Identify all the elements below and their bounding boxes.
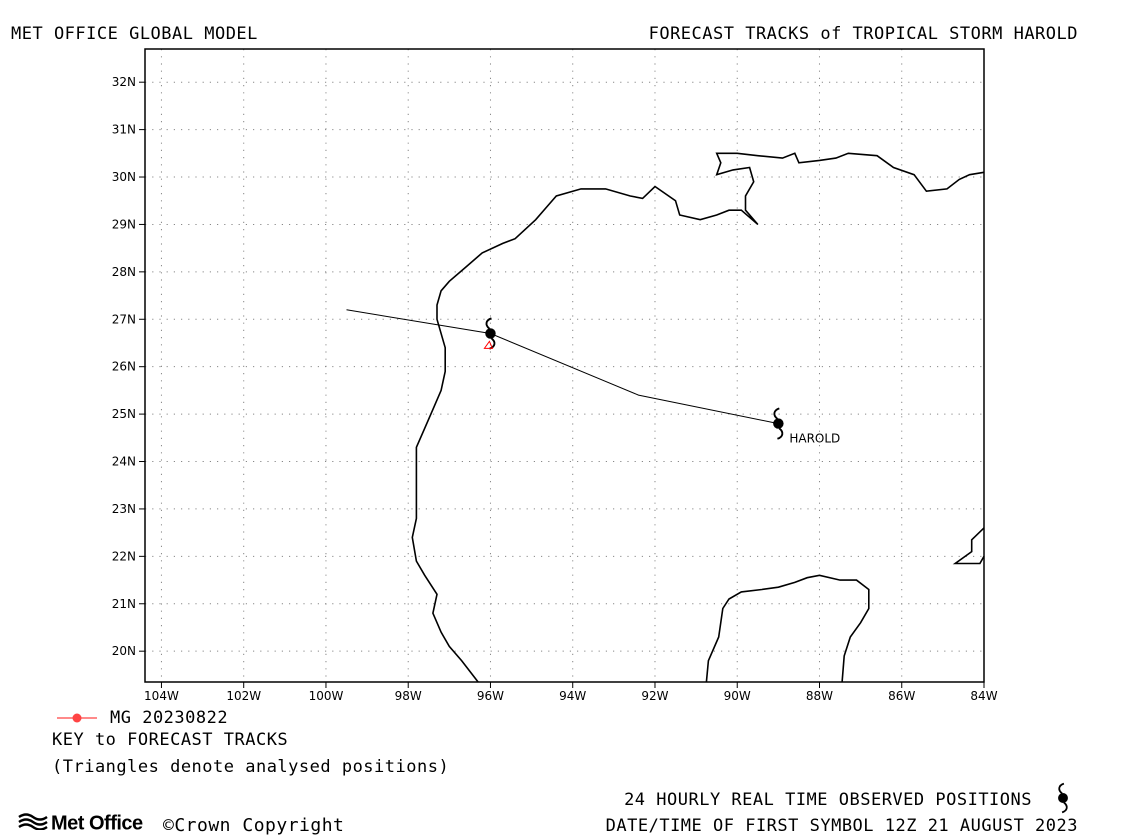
- legend-series-marker: [57, 713, 97, 723]
- hurricane-eye: [485, 328, 496, 339]
- lat-tick-label: 21N: [112, 597, 136, 611]
- lon-tick-label: 94W: [559, 689, 586, 703]
- hurricane-arm-top: [1058, 782, 1065, 795]
- lat-tick-label: 24N: [112, 455, 136, 469]
- lat-tick-label: 31N: [112, 123, 136, 137]
- met-office-logo: Met Office: [18, 812, 143, 836]
- lon-tick-label: 102W: [226, 689, 261, 703]
- observed-positions-note: 24 HOURLY REAL TIME OBSERVED POSITIONS: [624, 790, 1032, 810]
- lat-tick-label: 28N: [112, 265, 136, 279]
- axis-ticks: 32N 31N 30N 29N 28N 27N 26N 25N 24N 23N 22N 21N 20N 1…: [112, 75, 998, 703]
- lat-tick-label: 23N: [112, 502, 136, 516]
- first-symbol-datetime: DATE/TIME OF FIRST SYMBOL 12Z 21 AUGUST …: [605, 816, 1078, 836]
- lon-tick-label: 96W: [477, 689, 504, 703]
- header-right-title: FORECAST TRACKS of TROPICAL STORM HAROLD: [648, 24, 1078, 44]
- legend-dot: [72, 713, 82, 723]
- lat-tick-label: 25N: [112, 407, 136, 421]
- hurricane-arm-bottom: [777, 427, 784, 440]
- copyright-text: ©Crown Copyright: [163, 815, 345, 836]
- hurricane-arm-bottom: [1061, 801, 1068, 814]
- hurricane-arm-top: [485, 317, 492, 330]
- observed-position-0: [773, 407, 784, 440]
- lat-tick-label: 30N: [112, 170, 136, 184]
- lat-tick-label: 29N: [112, 217, 136, 231]
- map-frame: [144, 48, 985, 683]
- lat-tick-label: 26N: [112, 360, 136, 374]
- wave-logo-icon: [18, 812, 48, 836]
- brand-name: Met Office: [51, 812, 143, 835]
- hurricane-eye: [773, 418, 784, 429]
- hurricane-symbol-icon: [1058, 782, 1068, 814]
- yucatan-coast: [705, 574, 870, 683]
- lon-tick-label: 100W: [309, 689, 344, 703]
- lat-tick-label: 20N: [112, 644, 136, 658]
- legend-key-title: KEY to FORECAST TRACKS: [52, 730, 289, 750]
- storm-label: HAROLD: [789, 432, 840, 446]
- lon-tick-label: 90W: [724, 689, 751, 703]
- forecast-track-line: [346, 309, 779, 425]
- lat-tick-label: 22N: [112, 549, 136, 563]
- lat-tick-label: 32N: [112, 75, 136, 89]
- lat-tick-label: 27N: [112, 312, 136, 326]
- lon-tick-label: 84W: [970, 689, 997, 703]
- forecast-track: HAROLD: [346, 309, 840, 446]
- hurricane-eye: [1058, 793, 1068, 803]
- lon-tick-label: 98W: [395, 689, 422, 703]
- lon-tick-label: 88W: [806, 689, 833, 703]
- cuba-coast: [952, 527, 985, 565]
- legend-series-label: MG 20230822: [110, 708, 229, 728]
- grid-lines: [145, 49, 985, 682]
- coastline: [411, 152, 985, 683]
- analysed-position-triangle: [483, 340, 494, 349]
- gulf-coast-west: [411, 152, 985, 683]
- header-left-title: MET OFFICE GLOBAL MODEL: [11, 24, 258, 44]
- lon-tick-label: 104W: [144, 689, 179, 703]
- legend-key-note: (Triangles denote analysed positions): [52, 757, 450, 777]
- lon-tick-label: 86W: [888, 689, 915, 703]
- observed-symbol-icon: [1058, 782, 1068, 814]
- hurricane-arm-top: [773, 407, 780, 420]
- lon-tick-label: 92W: [641, 689, 668, 703]
